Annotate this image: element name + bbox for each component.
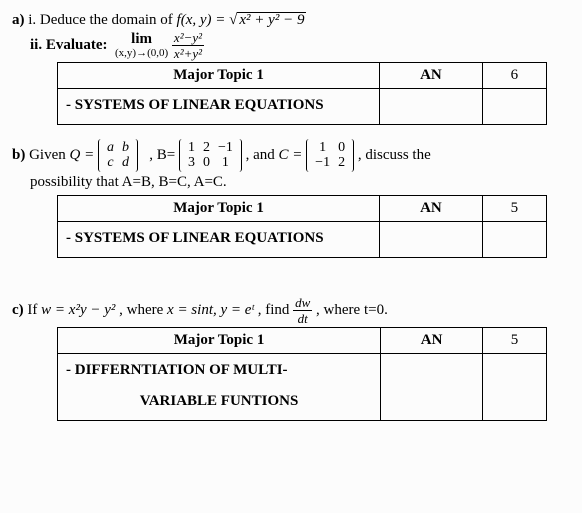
c-where2: , where t=0. <box>316 302 388 318</box>
and-text: , and <box>246 147 279 163</box>
radical-sym: √ <box>229 12 237 28</box>
problem-a-i-text: Deduce the domain of <box>40 12 177 28</box>
a-ii-den: x²+y² <box>174 46 202 61</box>
b-lhs: , B= <box>149 147 175 163</box>
table-c-points: 5 <box>483 327 547 353</box>
c-frac-den: dt <box>298 311 308 326</box>
table-a-content: - SYSTEMS OF LINEAR EQUATIONS <box>58 89 380 125</box>
problem-a-ii-label: Evaluate: <box>46 37 108 53</box>
table-b-points: 5 <box>482 195 546 221</box>
c-matrix: 10 −12 <box>306 139 354 172</box>
c-eq-xy: x = sint, y = eᵗ <box>167 302 254 318</box>
problem-b-label: b) <box>12 147 25 163</box>
radicand: x² + y² − 9 <box>239 12 304 28</box>
table-c: Major Topic 1 AN 5 - DIFFERNTIATION OF M… <box>57 327 547 421</box>
problem-a-ii-sub: ii. <box>30 37 42 53</box>
table-a-code: AN <box>380 63 483 89</box>
table-b: Major Topic 1 AN 5 - SYSTEMS OF LINEAR E… <box>57 195 547 258</box>
problem-c-label: c) <box>12 302 24 318</box>
q-lhs: Q = <box>70 147 98 163</box>
problem-b: b) Given Q = ab cd , B= 12−1 301 , and C… <box>12 139 570 193</box>
problem-a-i-func: f(x, y) = <box>177 12 230 28</box>
c-where1: , where <box>119 302 167 318</box>
problem-a-label: a) <box>12 12 25 28</box>
table-a: Major Topic 1 AN 6 - SYSTEMS OF LINEAR E… <box>57 62 547 125</box>
table-b-heading: Major Topic 1 <box>58 195 380 221</box>
table-b-code: AN <box>380 195 483 221</box>
problem-a-i-sub: i. <box>28 12 36 28</box>
table-b-content: - SYSTEMS OF LINEAR EQUATIONS <box>58 221 380 257</box>
c-lhs: C = <box>279 147 307 163</box>
b-after1: , discuss the <box>358 147 431 163</box>
c-eq-w: w = x²y − y² <box>41 302 115 318</box>
table-a-heading: Major Topic 1 <box>58 63 380 89</box>
c-frac-num: dw <box>295 295 310 310</box>
b-after2: possibility that A=B, B=C, A=C. <box>30 174 227 190</box>
a-ii-num: x²−y² <box>174 30 202 45</box>
b-matrix: 12−1 301 <box>179 139 242 172</box>
problem-c: c) If w = x²y − y² , where x = sint, y =… <box>12 296 570 325</box>
table-c-code: AN <box>381 327 483 353</box>
problem-a: a) i. Deduce the domain of f(x, y) = √x²… <box>12 10 570 60</box>
q-matrix: ab cd <box>98 139 138 172</box>
table-c-heading: Major Topic 1 <box>58 327 381 353</box>
table-a-points: 6 <box>482 63 546 89</box>
lim-top: lim <box>115 32 168 47</box>
problem-b-text-before: Given <box>29 147 69 163</box>
lim-bot: (x,y)→(0,0) <box>115 47 168 59</box>
c-find: , find <box>258 302 293 318</box>
table-c-content: - DIFFERNTIATION OF MULTI- VARIABLE FUNT… <box>58 353 381 420</box>
c-text-before: If <box>27 302 41 318</box>
